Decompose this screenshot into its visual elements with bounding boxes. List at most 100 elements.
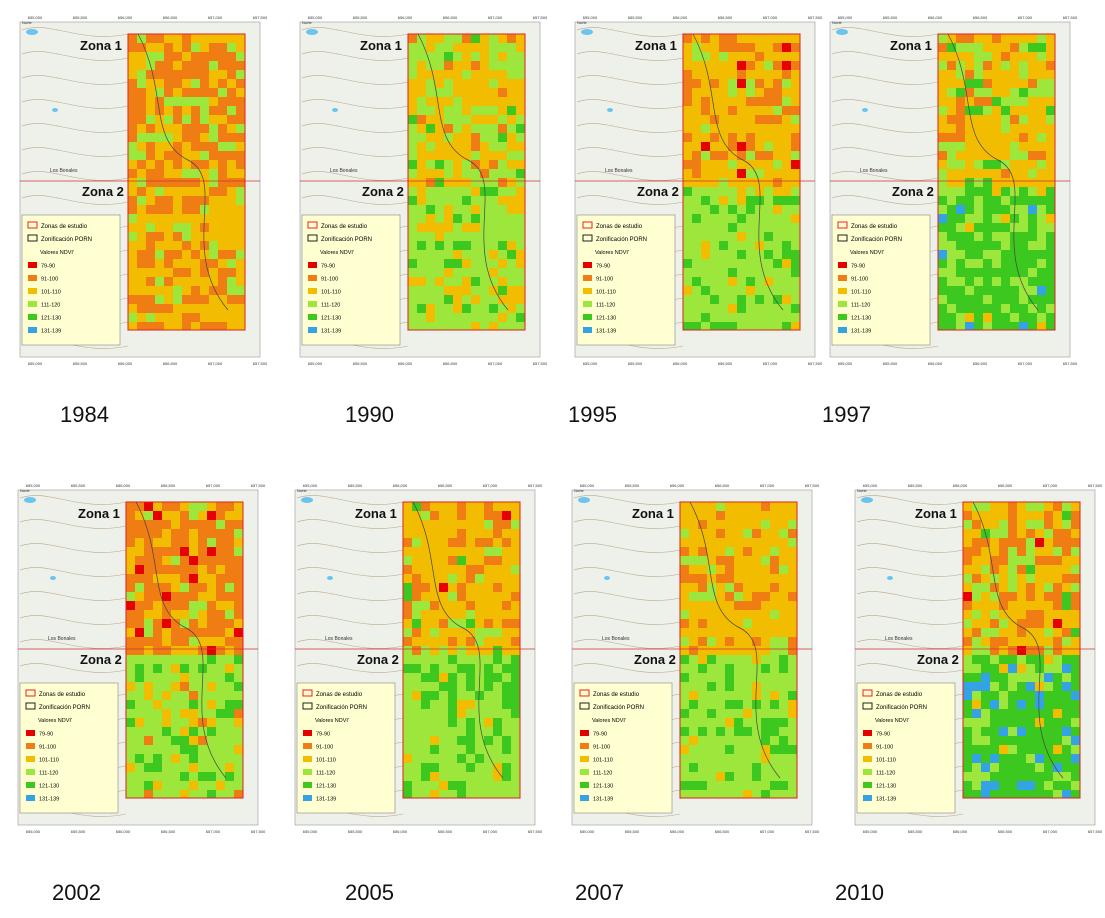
ndvi-cell: [457, 556, 466, 565]
ndvi-cell: [507, 178, 516, 187]
ndvi-cell: [1044, 538, 1053, 547]
ndvi-cell: [728, 79, 737, 88]
ndvi-cell: [752, 745, 761, 754]
ndvi-cell: [983, 196, 992, 205]
ndvi-cell: [683, 34, 692, 43]
ndvi-cell: [173, 223, 182, 232]
ndvi-cell: [1017, 718, 1026, 727]
ndvi-cell: [1046, 196, 1055, 205]
ndvi-cell: [1046, 106, 1055, 115]
ndvi-cell: [710, 295, 719, 304]
ndvi-cell: [511, 700, 520, 709]
ndvi-cell: [707, 655, 716, 664]
ndvi-cell: [466, 646, 475, 655]
ndvi-cell: [1046, 268, 1055, 277]
ndvi-cell: [999, 592, 1008, 601]
ndvi-cell: [1008, 511, 1017, 520]
ndvi-cell: [189, 502, 198, 511]
x-coord: 657,500: [251, 483, 266, 488]
ndvi-cell: [737, 61, 746, 70]
ndvi-cell: [475, 583, 484, 592]
ndvi-cell: [144, 646, 153, 655]
ndvi-cell: [1046, 232, 1055, 241]
ndvi-cell: [475, 772, 484, 781]
ndvi-cell: [475, 664, 484, 673]
ndvi-cell: [788, 691, 797, 700]
ndvi-cell: [498, 160, 507, 169]
ndvi-cell: [1037, 313, 1046, 322]
ndvi-cell: [1035, 664, 1044, 673]
ndvi-cell: [947, 196, 956, 205]
ndvi-cell: [701, 115, 710, 124]
x-coord: 656,000: [393, 829, 408, 834]
ndvi-cell: [728, 61, 737, 70]
ndvi-cell: [956, 52, 965, 61]
ndvi-cell: [710, 304, 719, 313]
ndvi-cell: [761, 763, 770, 772]
ndvi-cell: [1046, 313, 1055, 322]
ndvi-cell: [719, 97, 728, 106]
ndvi-cell: [412, 538, 421, 547]
ndvi-cell: [698, 628, 707, 637]
x-coord: 656,000: [673, 361, 688, 366]
ndvi-cell: [216, 646, 225, 655]
ndvi-cell: [126, 673, 135, 682]
ndvi-cell: [773, 313, 782, 322]
ndvi-cell: [963, 520, 972, 529]
ndvi-cell: [963, 736, 972, 745]
ndvi-cell: [408, 70, 417, 79]
ndvi-cell: [1028, 304, 1037, 313]
ndvi-cell: [761, 718, 770, 727]
ndvi-cell: [236, 295, 245, 304]
ndvi-cell: [1071, 745, 1080, 754]
ndvi-cell: [770, 574, 779, 583]
ndvi-cell: [403, 664, 412, 673]
ndvi-cell: [462, 313, 471, 322]
ndvi-cell: [471, 52, 480, 61]
ndvi-cell: [981, 664, 990, 673]
ndvi-cell: [162, 664, 171, 673]
ndvi-cell: [227, 268, 236, 277]
x-coord: 656,000: [953, 829, 968, 834]
ndvi-cell: [782, 133, 791, 142]
x-coord: 656,000: [928, 361, 943, 366]
ndvi-cell: [453, 178, 462, 187]
ndvi-cell: [1071, 511, 1080, 520]
ndvi-cell: [126, 745, 135, 754]
ndvi-cell: [710, 34, 719, 43]
ndvi-cell: [701, 295, 710, 304]
ndvi-cell: [716, 574, 725, 583]
ndvi-cell: [448, 574, 457, 583]
ndvi-cell: [498, 304, 507, 313]
ndvi-cell: [207, 502, 216, 511]
ndvi-cell: [761, 601, 770, 610]
ndvi-cell: [972, 556, 981, 565]
ndvi-cell: [972, 673, 981, 682]
ndvi-cell: [692, 304, 701, 313]
ndvi-cell: [234, 646, 243, 655]
x-coord: 655,500: [348, 483, 363, 488]
ndvi-cell: [516, 34, 525, 43]
ndvi-cell: [716, 745, 725, 754]
ndvi-cell: [992, 142, 1001, 151]
ndvi-cell: [680, 601, 689, 610]
ndvi-cell: [198, 565, 207, 574]
ndvi-cell: [974, 322, 983, 330]
ndvi-cell: [236, 223, 245, 232]
ndvi-cell: [734, 601, 743, 610]
ndvi-cell: [417, 250, 426, 259]
ndvi-cell: [430, 700, 439, 709]
legend-text: 121-130: [41, 316, 61, 322]
ndvi-cell: [171, 583, 180, 592]
ndvi-cell: [507, 205, 516, 214]
ndvi-cell: [480, 43, 489, 52]
ndvi-cell: [680, 745, 689, 754]
legend-text: 79-90: [39, 732, 53, 738]
legend-text: 111-120: [593, 771, 612, 777]
ndvi-cell: [707, 619, 716, 628]
legend-swatch: [838, 262, 847, 268]
ndvi-cell: [1071, 781, 1080, 790]
ndvi-cell: [770, 682, 779, 691]
ndvi-cell: [734, 574, 743, 583]
ndvi-cell: [743, 700, 752, 709]
